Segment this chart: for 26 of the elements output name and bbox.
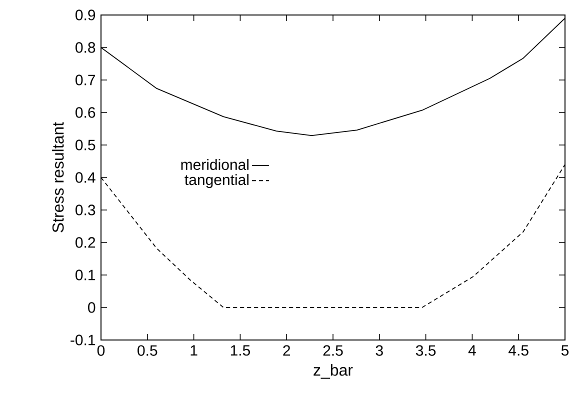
y-tick-label: 0.2 — [76, 237, 96, 248]
x-tick-label: 4.5 — [508, 345, 528, 356]
x-tick-label: 2 — [283, 345, 290, 356]
x-axis-title: z_bar — [314, 364, 353, 379]
x-tick-label: 2.5 — [323, 345, 343, 356]
x-tick-label: 0 — [97, 345, 105, 356]
x-tick-label: 0.5 — [138, 345, 158, 356]
y-tick-label: 0.3 — [76, 204, 96, 216]
legend-label: meridional — [181, 158, 248, 170]
y-tick-label: 0.6 — [76, 107, 96, 118]
y-tick-label: 0.8 — [76, 42, 96, 53]
y-tick-label: 0.1 — [76, 270, 96, 280]
x-tick-label: 3 — [376, 345, 383, 356]
x-tick-label: 4 — [468, 345, 476, 356]
x-tick-label: 1.5 — [230, 345, 250, 356]
y-tick-label: 0.7 — [76, 74, 96, 86]
y-tick-label: 0.4 — [76, 172, 96, 183]
x-tick-label: 3.5 — [416, 345, 436, 356]
x-tick-label: 1 — [190, 345, 198, 356]
y-tick-label: -0.1 — [70, 334, 96, 346]
y-axis-title: Stress resultant — [52, 122, 64, 232]
y-tick-label: 0.5 — [76, 140, 96, 150]
y-tick-label: 0 — [88, 302, 96, 313]
x-tick-label: 5 — [561, 345, 569, 356]
legend-label: tangential — [184, 174, 248, 188]
y-tick-label: 0.9 — [76, 10, 96, 20]
